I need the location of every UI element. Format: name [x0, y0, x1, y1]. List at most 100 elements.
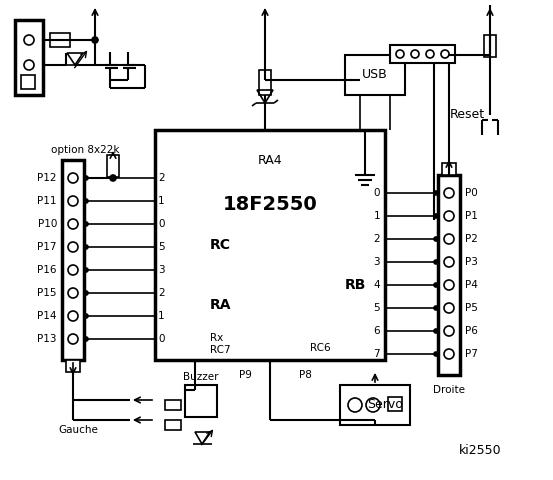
Bar [66, 360, 80, 372]
Text: P16: P16 [38, 265, 57, 275]
Circle shape [411, 50, 419, 58]
Text: P11: P11 [38, 196, 57, 206]
Text: RB: RB [345, 278, 366, 292]
Bar [50, 33, 70, 47]
Circle shape [434, 260, 438, 264]
Text: P7: P7 [465, 349, 478, 359]
Text: 3: 3 [158, 265, 165, 275]
Circle shape [434, 283, 438, 287]
Text: P1: P1 [465, 211, 478, 221]
Text: 6: 6 [373, 326, 380, 336]
Circle shape [84, 222, 88, 226]
Circle shape [444, 257, 454, 267]
Circle shape [68, 219, 78, 229]
Text: P4: P4 [465, 280, 478, 290]
Circle shape [84, 314, 88, 318]
Circle shape [68, 265, 78, 275]
Bar [165, 420, 181, 430]
Circle shape [84, 337, 88, 341]
Text: RC7: RC7 [210, 345, 231, 355]
Bar [165, 400, 181, 410]
Circle shape [444, 326, 454, 336]
Text: P3: P3 [465, 257, 478, 267]
Circle shape [444, 349, 454, 359]
Text: 4: 4 [373, 280, 380, 290]
Text: P14: P14 [38, 311, 57, 321]
Bar [340, 385, 410, 425]
Bar [155, 130, 385, 360]
Bar [442, 163, 456, 175]
Circle shape [84, 199, 88, 203]
Circle shape [434, 191, 438, 195]
Text: P15: P15 [38, 288, 57, 298]
Text: Droite: Droite [433, 385, 465, 395]
Circle shape [68, 288, 78, 298]
Bar [15, 20, 43, 95]
Circle shape [434, 352, 438, 356]
Circle shape [84, 291, 88, 295]
Text: P8: P8 [299, 370, 311, 380]
Circle shape [444, 211, 454, 221]
Circle shape [444, 280, 454, 290]
Text: P0: P0 [465, 188, 478, 198]
Circle shape [444, 188, 454, 198]
Text: option 8x22k: option 8x22k [51, 145, 119, 155]
Circle shape [84, 176, 88, 180]
Bar [388, 397, 402, 411]
Text: P6: P6 [465, 326, 478, 336]
Text: 7: 7 [373, 349, 380, 359]
Bar [345, 55, 405, 95]
Text: P10: P10 [38, 219, 57, 229]
Circle shape [24, 60, 34, 70]
Bar [390, 45, 455, 63]
Text: 1: 1 [373, 211, 380, 221]
Text: RA: RA [210, 298, 232, 312]
Text: Rx: Rx [210, 333, 223, 343]
Text: 2: 2 [158, 173, 165, 183]
Text: 2: 2 [158, 288, 165, 298]
Text: P9: P9 [238, 370, 252, 380]
Bar [438, 175, 460, 375]
Text: P2: P2 [465, 234, 478, 244]
Circle shape [84, 245, 88, 249]
Circle shape [441, 50, 449, 58]
Circle shape [68, 334, 78, 344]
Text: Servo: Servo [367, 398, 403, 411]
Text: 0: 0 [373, 188, 380, 198]
Circle shape [396, 50, 404, 58]
Text: ki2550: ki2550 [458, 444, 502, 456]
Circle shape [68, 311, 78, 321]
Circle shape [444, 234, 454, 244]
Text: P17: P17 [38, 242, 57, 252]
Circle shape [366, 398, 380, 412]
Bar [107, 155, 119, 177]
Circle shape [426, 50, 434, 58]
Text: 0: 0 [158, 334, 164, 344]
Bar [185, 385, 217, 417]
Circle shape [68, 242, 78, 252]
Text: P5: P5 [465, 303, 478, 313]
Bar [259, 70, 271, 95]
Circle shape [434, 329, 438, 333]
Circle shape [84, 268, 88, 272]
Circle shape [24, 35, 34, 45]
Text: 1: 1 [158, 311, 165, 321]
Circle shape [348, 398, 362, 412]
Bar [21, 75, 35, 89]
Circle shape [444, 303, 454, 313]
Text: RC6: RC6 [310, 343, 330, 353]
Text: RA4: RA4 [258, 154, 283, 167]
Circle shape [110, 175, 116, 181]
Text: Buzzer: Buzzer [183, 372, 219, 382]
Text: 0: 0 [158, 219, 164, 229]
Text: Reset: Reset [450, 108, 484, 121]
Circle shape [68, 173, 78, 183]
Bar [62, 160, 84, 360]
Text: P13: P13 [38, 334, 57, 344]
Text: RC: RC [210, 238, 231, 252]
Circle shape [92, 37, 98, 43]
Text: 3: 3 [373, 257, 380, 267]
Circle shape [434, 237, 438, 241]
Text: 1: 1 [158, 196, 165, 206]
Circle shape [434, 306, 438, 310]
